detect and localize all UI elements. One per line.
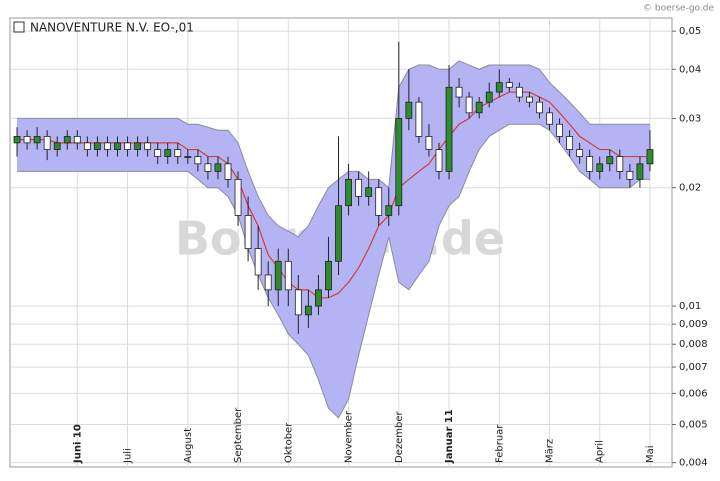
y-tick-label: 0,008 [679,339,708,350]
candle-body [566,136,574,150]
candle-body [194,156,202,165]
candle-body [355,178,363,197]
candle-body [385,205,393,216]
candle-body [244,215,252,250]
y-tick-label: 0,01 [679,301,701,312]
candle-body [526,96,533,103]
candle-body [224,163,232,180]
candle-body [596,163,604,172]
candle-body [234,178,242,216]
candle-body [465,96,473,114]
candle-body [536,101,543,114]
candle-body [626,171,634,180]
band-lower [17,123,650,419]
candle-body [284,260,292,291]
candle-body [53,142,61,150]
x-tick-label: Mai [645,445,656,463]
x-tick-label: August [183,428,194,463]
y-tick-label: 0,006 [679,388,708,399]
x-tick-label: November [344,410,355,463]
candle-body [315,289,322,307]
x-tick-label: Februar [494,424,505,463]
y-tick-label: 0,009 [679,319,708,330]
candle-body [455,86,463,98]
candle-body [294,289,302,316]
y-tick-label: 0,005 [679,420,708,431]
candle-body [505,82,513,88]
candle-body [556,123,563,137]
candle-body [445,86,453,172]
candle-body [646,149,654,165]
candle-body [214,163,222,172]
candle-body [405,101,413,119]
y-tick-label: 0,04 [679,64,701,75]
candle-body [184,156,192,158]
candle-body [43,136,51,150]
y-tick-label: 0,004 [679,458,708,469]
candle-body [576,149,584,157]
candle-body [495,82,503,93]
x-tick-label: Juni 10 [72,424,83,464]
band-middle [17,91,650,299]
candle-body [425,136,433,150]
credit: © boerse-go.de [643,4,714,14]
candle-body [23,136,31,144]
candle-body [164,149,172,157]
candle-body [515,86,523,98]
x-tick-label: Oktober [283,422,294,463]
candle-body [304,305,312,316]
candle-body [395,118,403,207]
candle-body [254,248,262,276]
candle-body [345,178,352,207]
candle-body [586,156,594,172]
x-tick-label: September [233,407,244,463]
y-tick-label: 0,03 [679,113,701,124]
candle-body [73,136,81,144]
candle-body [435,149,443,172]
candle-body [204,163,212,172]
x-tick-label: März [545,439,556,463]
candle-body [134,142,141,150]
candle-body [83,142,91,150]
candle-body [475,101,483,114]
candle-body [154,149,162,157]
candle-body [546,112,553,125]
candle-body [485,91,493,103]
candle-body [63,136,71,144]
x-tick-label: Dezember [394,411,405,463]
candle-body [606,156,614,165]
candle-body [93,142,101,150]
x-tick-label: Januar 11 [444,409,455,464]
candle-body [636,163,644,180]
legend-icon [13,21,25,33]
candle-body [104,142,111,150]
candle-body [144,142,152,150]
candle-body [124,142,131,150]
candle-body [415,101,423,137]
band-upper [17,60,650,238]
candle-body [13,136,21,144]
candle-body [335,205,342,262]
candle-body [114,142,121,150]
y-tick-label: 0,05 [679,26,701,37]
plot [13,41,654,419]
y-tick-label: 0,007 [679,362,708,373]
candle-body [325,260,332,291]
candle-body [174,149,182,157]
x-tick-label: April [595,440,606,463]
candle-body [365,187,373,197]
y-tick-label: 0,02 [679,183,701,194]
x-tick-label: Juli [123,448,134,464]
candle-body [274,260,282,291]
candle-body [616,156,624,172]
candle-body [264,274,272,291]
chart-title: NANOVENTURE N.V. EO-,01 [30,21,194,35]
candle-body [375,187,383,216]
candle-body [33,136,41,144]
